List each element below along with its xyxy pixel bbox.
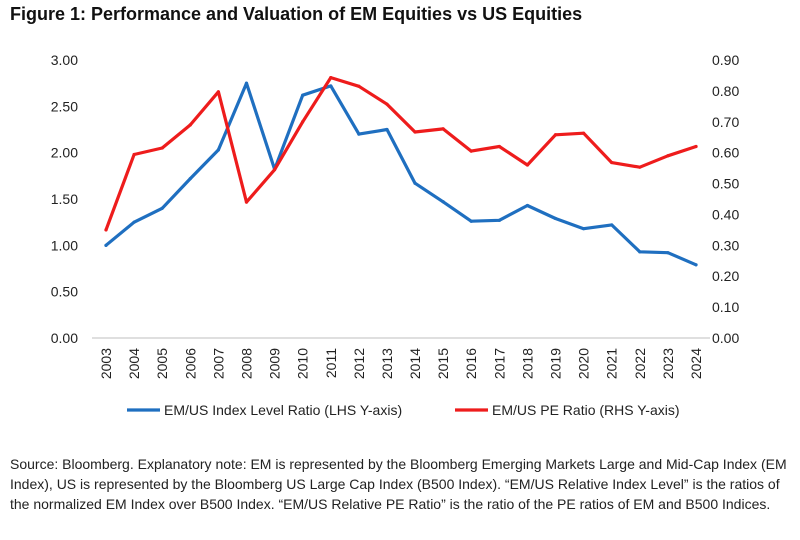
series-layer: [104, 75, 698, 267]
right-y-tick-label: 0.00: [712, 330, 739, 346]
figure-footnote: Source: Bloomberg. Explanatory note: EM …: [10, 456, 787, 512]
x-tick-label: 2023: [660, 348, 676, 379]
index-level-point: [160, 206, 164, 210]
index-level-point: [582, 227, 586, 231]
pe-ratio-point: [104, 228, 108, 232]
right-y-tick-label: 0.60: [712, 145, 739, 161]
index-level-point: [188, 177, 192, 181]
pe-ratio-point: [610, 160, 614, 165]
left-y-tick-label: 2.50: [51, 98, 78, 114]
x-tick-label: 2024: [688, 348, 704, 379]
x-tick-label: 2005: [154, 348, 170, 379]
index-level-point: [104, 243, 108, 247]
right-y-tick-label: 0.70: [712, 114, 739, 130]
x-tick-label: 2013: [379, 348, 395, 379]
right-y-tick-label: 0.40: [712, 206, 739, 222]
right-y-tick-label: 0.50: [712, 176, 739, 192]
x-tick-label: 2006: [182, 348, 198, 379]
index-level-point: [525, 203, 530, 208]
x-tick-label: 2003: [98, 348, 114, 379]
index-level-point: [329, 84, 333, 88]
pe-ratio-point: [553, 133, 558, 137]
right-y-tick-label: 0.80: [712, 83, 739, 99]
x-tick-label: 2015: [435, 348, 451, 379]
x-tick-label: 2008: [238, 348, 254, 379]
left-y-axis: 0.00 0.50 1.00 1.50 2.00 2.50 3.00: [51, 52, 78, 346]
x-tick-label: 2014: [407, 348, 423, 379]
figure-title: Figure 1: Performance and Valuation of E…: [10, 4, 583, 24]
legend-label: EM/US Index Level Ratio (LHS Y-axis): [164, 402, 402, 418]
pe-ratio-point: [244, 200, 249, 204]
pe-ratio-point: [582, 131, 586, 135]
left-y-tick-label: 2.00: [51, 145, 78, 161]
x-tick-label: 2009: [267, 348, 283, 379]
pe-ratio-point: [469, 149, 473, 153]
x-tick-label: 2019: [548, 348, 564, 379]
index-level-line: [104, 81, 698, 267]
left-y-tick-label: 0.50: [51, 284, 78, 300]
x-axis: 2003 2004 2005 2006 2007 2008 2009 2010 2011 2012…: [92, 337, 710, 379]
x-tick-label: 2007: [210, 348, 226, 379]
index-level-point: [244, 81, 249, 85]
x-tick-label: 2020: [576, 348, 592, 379]
pe-ratio-point: [357, 84, 361, 88]
left-y-tick-label: 0.00: [51, 330, 78, 346]
pe-ratio-point: [132, 152, 136, 157]
index-level-point: [638, 250, 642, 254]
pe-ratio-line: [104, 75, 698, 232]
pe-ratio-point: [385, 102, 389, 106]
pe-ratio-point: [694, 144, 698, 149]
right-y-axis: 0.00 0.10 0.20 0.30 0.40 0.50 0.60 0.70 0.80 0.90: [712, 52, 739, 346]
index-level-point: [666, 251, 670, 255]
index-level-point: [553, 216, 558, 221]
index-level-point: [413, 181, 417, 185]
x-tick-label: 2004: [126, 348, 142, 379]
right-y-tick-label: 0.20: [712, 268, 739, 284]
right-y-tick-label: 0.10: [712, 299, 739, 315]
index-level-point: [497, 218, 501, 222]
legend: EM/US Index Level Ratio (LHS Y-axis) EM/U…: [127, 402, 680, 418]
x-tick-label: 2016: [463, 348, 479, 379]
index-level-point: [385, 127, 389, 132]
left-y-tick-label: 1.00: [51, 237, 78, 253]
index-level-point: [132, 220, 136, 224]
pe-ratio-point: [329, 76, 333, 80]
index-level-point: [441, 200, 445, 204]
x-tick-label: 2010: [295, 348, 311, 379]
x-tick-label: 2022: [632, 348, 648, 379]
index-level-point: [357, 132, 361, 136]
pe-ratio-point: [301, 120, 305, 124]
index-level-point: [694, 263, 698, 267]
pe-ratio-point: [413, 130, 417, 134]
x-tick-label: 2012: [351, 348, 367, 379]
pe-ratio-point: [216, 90, 220, 94]
index-level-point: [301, 93, 305, 97]
right-y-tick-label: 0.30: [712, 237, 739, 253]
left-y-tick-label: 3.00: [51, 52, 78, 68]
right-y-tick-label: 0.90: [712, 52, 739, 68]
pe-ratio-point: [666, 154, 670, 158]
index-level-point: [610, 223, 614, 227]
pe-ratio-point: [497, 144, 501, 149]
pe-ratio-point: [188, 123, 192, 127]
pe-ratio-point: [272, 168, 277, 172]
x-tick-label: 2017: [491, 348, 507, 379]
x-tick-label: 2018: [519, 348, 535, 379]
index-level-point: [216, 148, 220, 152]
x-tick-label: 2011: [323, 348, 339, 378]
pe-ratio-point: [525, 163, 530, 167]
line-chart: 0.00 0.50 1.00 1.50 2.00 2.50 3.00 0.00 0.10 0.2…: [51, 52, 740, 418]
left-y-tick-label: 1.50: [51, 191, 78, 207]
legend-label: EM/US PE Ratio (RHS Y-axis): [492, 402, 680, 418]
pe-ratio-point: [441, 127, 445, 131]
pe-ratio-point: [160, 146, 164, 150]
index-level-point: [469, 219, 473, 223]
x-tick-label: 2021: [604, 348, 620, 379]
pe-ratio-point: [638, 165, 642, 169]
